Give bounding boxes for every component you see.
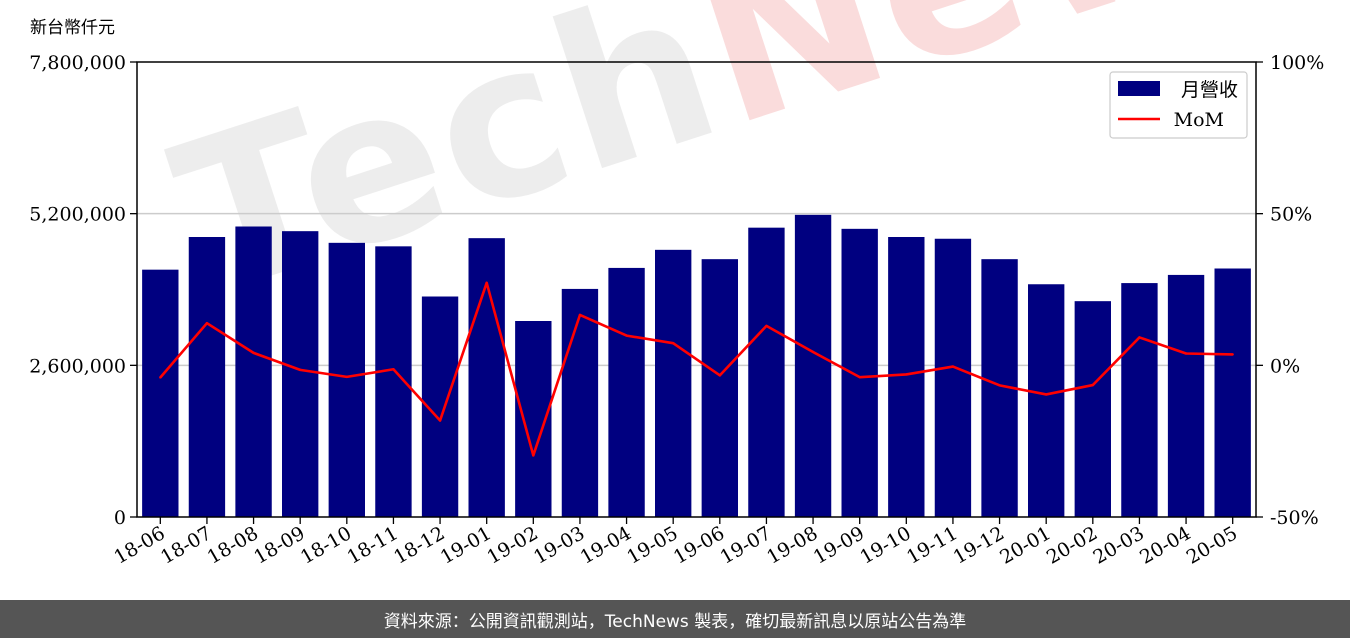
bar: [888, 237, 925, 517]
mom-point: [532, 454, 535, 457]
bar: [561, 288, 599, 517]
x-tick-label: 19-03: [530, 522, 588, 568]
mom-point: [205, 321, 209, 325]
bar: [328, 242, 365, 518]
mom-point: [159, 376, 162, 379]
x-tick-label: 19-01: [437, 522, 495, 568]
x-tick-label: 18-07: [157, 522, 215, 568]
mom-point: [1138, 336, 1141, 339]
bar: [608, 267, 645, 517]
bar: [282, 231, 319, 517]
x-tick-label: 19-08: [763, 522, 821, 568]
bar-series: [142, 214, 1251, 518]
bar: [1167, 274, 1205, 517]
bar: [1028, 284, 1065, 517]
x-tick-label: 19-09: [810, 522, 868, 568]
legend: 月營收 MoM: [1109, 71, 1248, 139]
bar: [1214, 268, 1251, 517]
mom-point: [858, 375, 861, 379]
y-axis-label: 新台幣仟元: [30, 18, 115, 38]
y-tick-label: 2,600,000: [29, 355, 126, 377]
x-tick-label: 19-06: [670, 522, 728, 568]
mom-point: [485, 281, 488, 285]
bar: [188, 237, 226, 517]
footer-text: 資料來源：公開資訊觀測站，TechNews 製表，確切最新訊息以原站公告為準: [383, 611, 967, 632]
mom-point: [1184, 352, 1188, 355]
x-tick-label: 18-10: [297, 522, 355, 568]
y2-tick-label: -50%: [1270, 507, 1319, 529]
mom-point: [951, 365, 955, 368]
bar: [142, 269, 179, 517]
x-tick-label: 18-09: [250, 522, 308, 568]
bar: [1074, 301, 1111, 517]
bar: [934, 238, 972, 517]
bar: [794, 214, 832, 518]
grid-lines: [137, 212, 1256, 367]
y2-tick-label: 0%: [1270, 355, 1300, 377]
mom-point: [905, 373, 908, 376]
x-tick-label: 20-03: [1089, 522, 1147, 568]
x-tick-label: 18-08: [204, 522, 262, 568]
mom-point: [1231, 353, 1234, 356]
mom-point: [1091, 383, 1095, 387]
y-tick-label: 5,200,000: [29, 204, 126, 226]
mom-point: [1044, 393, 1048, 396]
plot-frame: [136, 61, 1257, 518]
mom-line: [159, 281, 1233, 457]
x-tick-label: 18-11: [343, 522, 401, 568]
mom-point: [671, 341, 675, 345]
mom-point: [998, 384, 1001, 387]
x-tick-label: 18-12: [390, 522, 448, 568]
y-tick-label: 0: [114, 507, 126, 529]
footer-source-note: 資料來源：公開資訊觀測站，TechNews 製表，確切最新訊息以原站公告為準: [0, 600, 1350, 638]
x-tick-label: 20-05: [1183, 522, 1241, 568]
bar: [701, 259, 738, 517]
x-tick-label: 20-02: [1043, 522, 1101, 568]
bar: [235, 226, 272, 517]
bar: [841, 228, 878, 518]
x-tick-label: 20-04: [1136, 522, 1194, 568]
mom-line-series: [159, 281, 1234, 457]
x-tick-label: 19-02: [483, 522, 541, 568]
mom-point: [718, 374, 722, 377]
mom-point: [765, 324, 768, 328]
y-tick-label: 7,800,000: [29, 52, 126, 74]
bar: [655, 249, 692, 518]
bar: [748, 227, 785, 517]
x-tick-label: 19-11: [903, 522, 961, 568]
bar: [468, 238, 505, 517]
legend-label-revenue: 月營收: [1181, 79, 1238, 101]
revenue-chart: 0 2,600,000 5,200,000 7,800,000 -50% 0% 50% 100…: [29, 18, 1324, 569]
mom-point: [438, 419, 442, 422]
x-tick-label: 19-04: [577, 522, 635, 568]
x-tick-label: 20-01: [996, 522, 1054, 568]
mom-point: [392, 368, 395, 371]
bar: [1121, 283, 1158, 517]
x-tick-label: 19-10: [856, 522, 914, 568]
mom-point: [345, 375, 349, 379]
legend-label-mom: MoM: [1174, 109, 1224, 131]
x-tick-label: 19-05: [623, 522, 681, 568]
mom-point: [811, 350, 815, 354]
mom-point: [252, 351, 255, 355]
mom-point: [578, 313, 582, 317]
x-tick-label: 19-07: [716, 522, 774, 568]
x-tick-label: 19-12: [950, 522, 1008, 568]
y2-tick-label: 100%: [1270, 52, 1324, 74]
y2-tick-label: 50%: [1270, 204, 1312, 226]
mom-point: [298, 368, 302, 372]
x-tick-label: 18-06: [110, 522, 168, 568]
legend-swatch-bar: [1118, 81, 1160, 96]
mom-point: [625, 334, 628, 337]
